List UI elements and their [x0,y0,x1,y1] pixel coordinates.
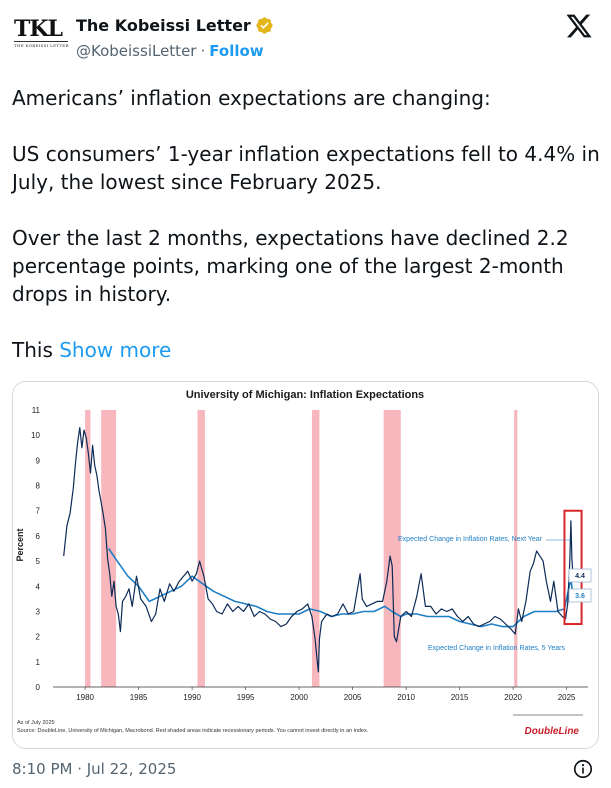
series-label-next-year: Expected Change in Inflation Rates, Next… [398,536,543,543]
x-axis-ticks: 1980 1985 1990 1995 2000 2005 2010 2015 2020 2025 [76,687,576,702]
series-lines [63,427,574,673]
verified-badge-icon [256,16,273,34]
x-tick-label: 2005 [344,693,362,702]
recession-band [383,410,401,687]
chart-as-of-note: As of July 2025 [17,720,55,726]
show-more-link[interactable]: Show more [59,338,172,362]
author-handle[interactable]: @KobeissiLetter [76,42,197,60]
y-axis-label: Percent [15,528,25,561]
y-tick-label: 8 [36,482,41,491]
recession-band [85,410,91,687]
end-value-box-5-years [568,588,592,603]
x-tick-label: 2010 [397,693,415,702]
tweet-paragraph-4-text: This [12,338,53,362]
doubleline-logo: DoubleLine [525,726,580,737]
author-name-row: The Kobeissi Letter [76,14,274,36]
x-tick-label: 2020 [504,693,522,702]
account-logo[interactable]: TKL THE KOBEISSI LETTER [14,16,69,50]
logo-mark: TKL [14,16,63,42]
tweet-text: Americans’ inflation expectations are ch… [12,84,602,364]
series-label-5-years: Expected Change in Inflation Rates, 5 Ye… [428,645,565,652]
y-tick-label: 3 [36,607,41,616]
x-tick-label: 1985 [130,693,148,702]
tweet-paragraph-3: Over the last 2 months, expectations hav… [12,226,569,306]
series-line-next-year [63,427,574,673]
chart-image[interactable]: 1980 1985 1990 1995 2000 2005 2010 2015 2020 2025… [12,381,599,749]
chart-source-note: Source: DoubleLine, University of Michig… [17,728,369,734]
y-axis-ticks: 0 1 2 3 4 5 6 7 8 9 10 11 [31,406,40,692]
y-tick-label: 5 [36,557,41,566]
recession-band [311,410,320,687]
x-tick-label: 1980 [76,693,94,702]
info-icon[interactable] [572,758,594,780]
x-tick-label: 2000 [290,693,308,702]
end-value-box-next-year [568,568,592,583]
highlight-box [563,509,583,626]
recession-band [514,410,518,687]
y-tick-label: 11 [32,406,41,415]
x-tick-label: 1995 [237,693,255,702]
end-value-5-years: 3.6 [575,593,585,600]
y-tick-label: 10 [31,431,40,440]
y-tick-label: 1 [36,658,41,667]
tweet-paragraph-1: Americans’ inflation expectations are ch… [12,86,491,110]
y-tick-label: 9 [36,456,41,465]
y-tick-label: 6 [36,532,41,541]
series-line-5-years [107,548,574,628]
author-handle-row: @KobeissiLetter · Follow [76,42,264,60]
y-tick-label: 7 [36,507,41,516]
tweet-paragraph-4: This Show more [12,336,602,364]
inflation-expectations-chart: 1980 1985 1990 1995 2000 2005 2010 2015 2020 2025… [13,382,598,748]
recession-bands [85,410,518,687]
recession-band [197,410,205,687]
logo-subtext: THE KOBEISSI LETTER [14,41,69,48]
author-name[interactable]: The Kobeissi Letter [76,15,251,35]
x-tick-label: 2015 [451,693,469,702]
x-tick-label: 1990 [183,693,201,702]
tweet-timestamp[interactable]: 8:10 PM · Jul 22, 2025 [12,760,177,778]
y-tick-label: 0 [36,683,41,692]
y-tick-label: 2 [36,633,41,642]
end-value-next-year: 4.4 [575,573,585,580]
y-tick-label: 4 [36,582,41,591]
follow-button[interactable]: Follow [209,42,264,60]
chart-title: University of Michigan: Inflation Expect… [186,389,424,401]
separator-dot: · [200,42,206,60]
x-logo-icon[interactable] [565,12,593,40]
x-tick-label: 2025 [558,693,576,702]
tweet-paragraph-2: US consumers’ 1-year inflation expectati… [12,142,600,194]
